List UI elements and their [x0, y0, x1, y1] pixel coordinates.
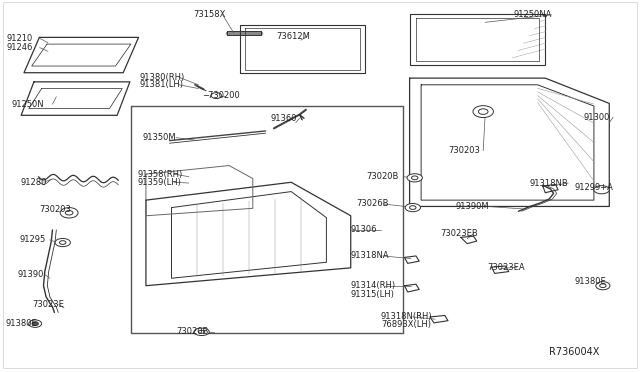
- Text: 91359(LH): 91359(LH): [138, 178, 182, 187]
- Text: 91280: 91280: [20, 178, 47, 187]
- Text: 730203: 730203: [448, 146, 480, 155]
- Text: 91250NA: 91250NA: [513, 10, 552, 19]
- Text: 91350M: 91350M: [142, 133, 176, 142]
- Ellipse shape: [412, 176, 418, 180]
- Text: 76893X(LH): 76893X(LH): [381, 320, 431, 329]
- Ellipse shape: [60, 241, 66, 244]
- Ellipse shape: [194, 328, 209, 336]
- Text: R736004X: R736004X: [549, 347, 600, 356]
- Ellipse shape: [596, 282, 610, 290]
- Text: 91315(LH): 91315(LH): [351, 290, 395, 299]
- Text: 91390M: 91390M: [456, 202, 490, 211]
- Text: 91380(RH): 91380(RH): [140, 73, 185, 82]
- Ellipse shape: [60, 208, 78, 218]
- Text: 73023E: 73023E: [32, 300, 64, 309]
- Text: 91381(LH): 91381(LH): [140, 80, 184, 89]
- Ellipse shape: [405, 203, 420, 212]
- Text: 91318NA: 91318NA: [351, 251, 389, 260]
- Text: 91358(RH): 91358(RH): [138, 170, 183, 179]
- Text: 91295: 91295: [19, 235, 45, 244]
- Text: 91318NB: 91318NB: [530, 179, 569, 187]
- Text: 91380E: 91380E: [5, 319, 37, 328]
- Text: 73023EB: 73023EB: [440, 229, 478, 238]
- Text: 91250N: 91250N: [12, 100, 44, 109]
- Ellipse shape: [55, 238, 70, 247]
- Text: 91299+A: 91299+A: [575, 183, 614, 192]
- Text: 91390: 91390: [18, 270, 44, 279]
- Ellipse shape: [600, 284, 606, 288]
- Text: 73612M: 73612M: [276, 32, 310, 41]
- Ellipse shape: [198, 330, 205, 333]
- Text: 73020B: 73020B: [176, 327, 209, 336]
- Text: 730203: 730203: [40, 205, 72, 214]
- Text: 91318N(RH): 91318N(RH): [381, 312, 433, 321]
- Ellipse shape: [65, 211, 73, 215]
- Ellipse shape: [407, 174, 422, 182]
- Ellipse shape: [473, 106, 493, 118]
- Text: 91210: 91210: [6, 34, 33, 43]
- Ellipse shape: [479, 109, 488, 115]
- Text: 91300: 91300: [584, 113, 610, 122]
- Text: 73026B: 73026B: [356, 199, 388, 208]
- Text: 73158X: 73158X: [193, 10, 226, 19]
- Text: 91306: 91306: [351, 225, 377, 234]
- Text: ─730200: ─730200: [204, 92, 240, 100]
- Text: 73020B: 73020B: [366, 172, 399, 181]
- Ellipse shape: [410, 206, 416, 209]
- Circle shape: [211, 93, 221, 99]
- Ellipse shape: [594, 186, 609, 194]
- Text: 91314(RH): 91314(RH): [351, 281, 396, 290]
- Text: 91380E: 91380E: [575, 278, 607, 286]
- Text: 91360: 91360: [270, 114, 296, 123]
- Text: 73023EA: 73023EA: [488, 263, 525, 272]
- Circle shape: [32, 322, 38, 326]
- Text: 91246: 91246: [6, 43, 33, 52]
- Circle shape: [29, 320, 42, 327]
